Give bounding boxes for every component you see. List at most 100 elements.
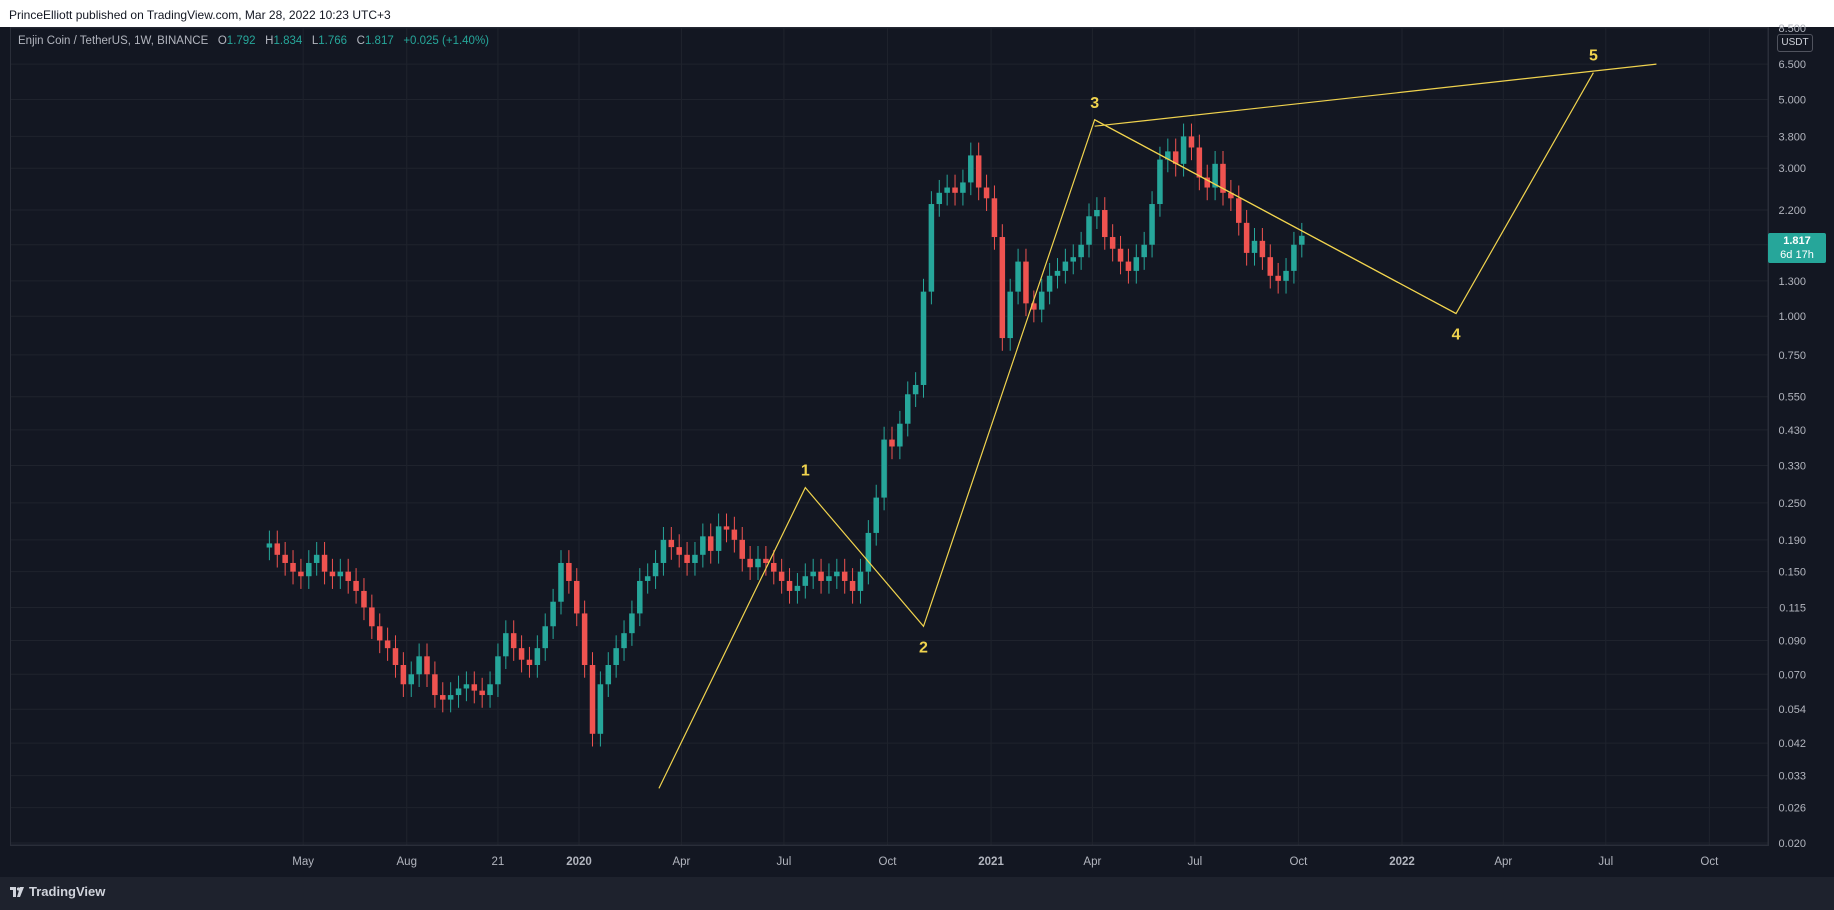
y-tick-label: 0.033 <box>1778 771 1806 783</box>
y-tick-label: 2.200 <box>1778 205 1806 217</box>
candle-body <box>1283 270 1289 281</box>
candle-body <box>652 562 659 577</box>
candle-body <box>518 648 525 660</box>
candle-body <box>1054 270 1061 276</box>
symbol-info: Enjin Coin / TetherUS, 1W, BINANCE O1.79… <box>18 35 489 47</box>
candle-body <box>274 543 281 555</box>
candle-body <box>975 155 982 188</box>
candle-body <box>1102 210 1108 238</box>
candle-body <box>1212 163 1218 188</box>
candle-body <box>597 684 604 734</box>
candle-body <box>692 554 698 563</box>
candle-body <box>778 571 785 581</box>
candle-body <box>1299 235 1305 245</box>
candle-body <box>566 562 572 581</box>
footer-bar <box>0 877 1834 910</box>
y-tick-label: 0.190 <box>1778 535 1806 547</box>
candle-body <box>479 690 485 696</box>
candle-body <box>471 684 478 691</box>
candle-body <box>723 526 730 530</box>
candle-body <box>826 576 832 581</box>
x-tick-label: Jul <box>1187 856 1202 868</box>
x-tick-label: Apr <box>1494 856 1512 868</box>
candle-body <box>558 562 564 602</box>
candle-body <box>952 187 958 193</box>
candle-body <box>1078 244 1084 258</box>
candle-body <box>755 558 761 568</box>
candle-body <box>1062 261 1069 271</box>
candle-body <box>968 155 974 183</box>
candle-body <box>1117 248 1124 262</box>
candle-body <box>440 695 446 700</box>
candle-body <box>392 648 399 666</box>
y-tick-label: 0.090 <box>1778 635 1806 647</box>
wave-label: 5 <box>1589 48 1598 65</box>
candle-body <box>447 695 454 700</box>
candle-body <box>928 204 935 292</box>
symbol-name: Enjin Coin / TetherUS, 1W, BINANCE <box>18 35 209 47</box>
candle-body <box>1188 136 1195 148</box>
bar-countdown: 6d 17h <box>1780 249 1814 261</box>
candle-body <box>329 571 336 577</box>
close-value: 1.817 <box>364 35 394 47</box>
open-label: O <box>217 35 227 47</box>
candle-body <box>613 648 619 666</box>
x-tick-label: May <box>292 856 314 868</box>
candle-body <box>1204 177 1210 188</box>
y-tick-label: 0.042 <box>1778 738 1806 750</box>
wave-label: 1 <box>801 463 810 480</box>
candle-body <box>306 562 312 577</box>
tradingview-logo[interactable]: TradingView <box>10 884 105 899</box>
candle-body <box>999 237 1006 339</box>
change-value: +0.025 (+1.40%) <box>403 35 489 47</box>
x-tick-label: 21 <box>492 856 505 868</box>
x-tick-label: Oct <box>1289 856 1308 868</box>
publisher-bar: PrinceElliott published on TradingView.c… <box>0 0 1834 27</box>
candle-body <box>889 439 895 447</box>
currency-button[interactable]: USDT <box>1777 34 1813 52</box>
y-tick-label: 3.800 <box>1778 131 1806 143</box>
candle-body <box>991 198 998 238</box>
y-tick-label: 1.000 <box>1778 311 1806 323</box>
candle-body <box>802 576 809 586</box>
candle-body <box>1007 291 1013 339</box>
elliott-wave-path <box>658 72 1594 789</box>
candle-body <box>960 182 966 193</box>
candle-body <box>487 684 493 696</box>
candle-body <box>904 394 911 424</box>
candle-body <box>1220 163 1226 193</box>
y-tick-label: 0.026 <box>1778 803 1806 815</box>
candle-body <box>786 580 793 591</box>
y-tick-label: 0.115 <box>1779 602 1806 614</box>
candle-body <box>1267 257 1274 276</box>
candle-body <box>763 558 769 563</box>
y-tick-label: 1.300 <box>1778 276 1806 288</box>
y-tick-label: 0.070 <box>1778 669 1806 681</box>
candle-body <box>668 539 675 548</box>
candle-body <box>834 571 840 577</box>
candle-body <box>1251 240 1258 253</box>
trendline <box>1094 119 1457 315</box>
low-value: 1.766 <box>318 35 348 47</box>
candle-body <box>644 576 651 581</box>
candle-body <box>1180 136 1187 164</box>
y-tick-label: 3.000 <box>1778 163 1806 175</box>
candle-body <box>684 554 690 563</box>
y-tick-label: 8.500 <box>1778 23 1806 35</box>
candle-body <box>841 571 848 581</box>
x-tick-label: 2021 <box>978 856 1004 868</box>
candle-body <box>503 633 509 657</box>
candle-body <box>369 607 375 627</box>
x-tick-label: Oct <box>1700 856 1719 868</box>
candle-body <box>416 656 422 675</box>
candle-body <box>605 665 612 685</box>
x-tick-label: 2022 <box>1389 856 1415 868</box>
candle-body <box>337 571 344 577</box>
candle-body <box>637 580 643 614</box>
candle-body <box>290 562 296 572</box>
candle-body <box>621 633 627 649</box>
candle-body <box>1165 151 1171 160</box>
candle-body <box>857 571 864 591</box>
candle-body <box>739 539 746 559</box>
